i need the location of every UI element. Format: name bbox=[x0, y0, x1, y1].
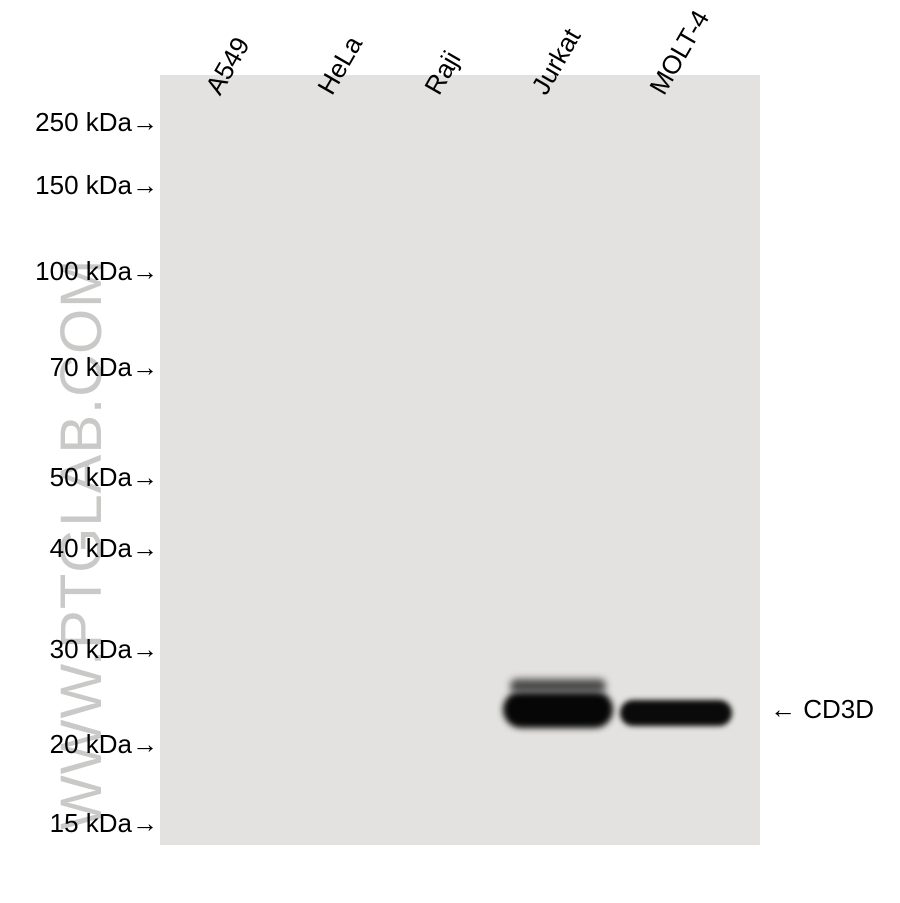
band-jurkat-0 bbox=[503, 691, 613, 728]
blot-membrane bbox=[160, 75, 760, 845]
mw-marker-arrow-5: → bbox=[132, 533, 158, 563]
mw-marker-arrow-1: → bbox=[132, 170, 158, 200]
target-label: ← CD3D bbox=[770, 694, 874, 725]
mw-marker-text-3: 70 kDa bbox=[50, 352, 132, 382]
mw-marker-text-6: 30 kDa bbox=[50, 634, 132, 664]
mw-marker-text-8: 15 kDa bbox=[50, 808, 132, 838]
mw-marker-3: 70 kDa→ bbox=[0, 352, 158, 383]
mw-marker-0: 250 kDa→ bbox=[0, 107, 158, 138]
mw-marker-arrow-4: → bbox=[132, 462, 158, 492]
mw-marker-5: 40 kDa→ bbox=[0, 533, 158, 564]
band-jurkat-1 bbox=[510, 679, 606, 693]
mw-marker-text-1: 150 kDa bbox=[35, 170, 132, 200]
mw-marker-arrow-8: → bbox=[132, 808, 158, 838]
mw-marker-7: 20 kDa→ bbox=[0, 729, 158, 760]
mw-marker-8: 15 kDa→ bbox=[0, 808, 158, 839]
mw-marker-arrow-6: → bbox=[132, 634, 158, 664]
mw-marker-1: 150 kDa→ bbox=[0, 170, 158, 201]
mw-marker-text-4: 50 kDa bbox=[50, 462, 132, 492]
blot-figure: WWW.PTGLAB.COM 250 kDa→150 kDa→100 kDa→7… bbox=[0, 0, 900, 903]
mw-marker-2: 100 kDa→ bbox=[0, 256, 158, 287]
mw-marker-arrow-3: → bbox=[132, 352, 158, 382]
band-molt-4-2 bbox=[620, 700, 732, 726]
mw-marker-text-2: 100 kDa bbox=[35, 256, 132, 286]
mw-marker-4: 50 kDa→ bbox=[0, 462, 158, 493]
mw-marker-text-0: 250 kDa bbox=[35, 107, 132, 137]
mw-marker-text-5: 40 kDa bbox=[50, 533, 132, 563]
target-label-text: CD3D bbox=[803, 694, 874, 724]
mw-marker-6: 30 kDa→ bbox=[0, 634, 158, 665]
target-arrow-glyph: ← bbox=[770, 694, 796, 724]
mw-marker-text-7: 20 kDa bbox=[50, 729, 132, 759]
mw-marker-arrow-2: → bbox=[132, 256, 158, 286]
mw-marker-arrow-7: → bbox=[132, 729, 158, 759]
mw-marker-arrow-0: → bbox=[132, 107, 158, 137]
